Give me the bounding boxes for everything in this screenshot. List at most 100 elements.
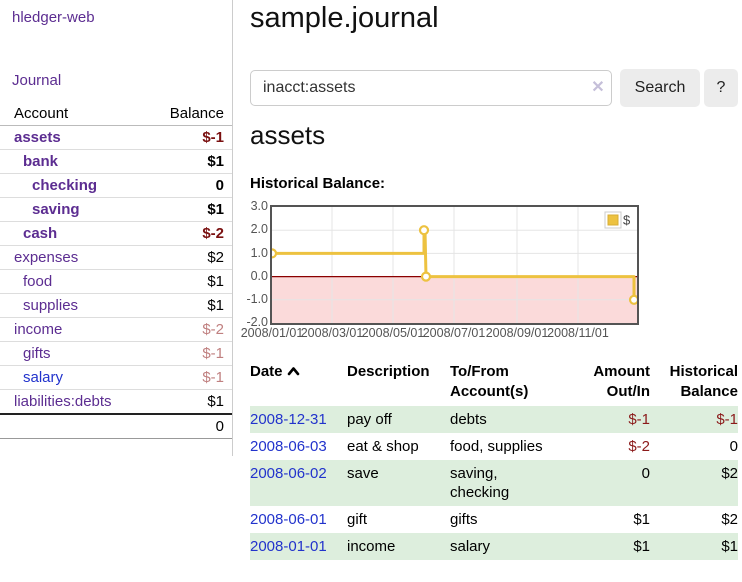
- account-balance: $1: [148, 149, 232, 174]
- account-row: assets $-1: [0, 125, 232, 150]
- y-tick-label: 2.0: [250, 222, 268, 236]
- transaction-accounts: debts: [450, 406, 568, 433]
- date-header-label: Date: [250, 363, 283, 380]
- transaction-amount: $-1: [568, 406, 650, 433]
- x-tick-label: 2008/03/01: [300, 326, 364, 340]
- search-button[interactable]: Search: [620, 69, 700, 107]
- transaction-row: 2008-06-01 gift gifts $1 $2: [250, 506, 738, 533]
- transaction-row: 2008-01-01 income salary $1 $1: [250, 533, 738, 560]
- x-tick-label: 2008/01/01: [240, 326, 304, 340]
- transaction-accounts: salary: [450, 533, 568, 560]
- account-heading: assets: [250, 120, 326, 150]
- y-tick-label: 0.0: [250, 269, 268, 283]
- transaction-amount: $1: [633, 511, 650, 528]
- transaction-amount: $-2: [628, 438, 650, 455]
- register-table: Date Description To/From Account(s) Amou…: [250, 362, 738, 560]
- account-balance: $1: [148, 197, 232, 222]
- account-balance: $-1: [148, 341, 232, 366]
- account-link-expenses[interactable]: expenses: [14, 249, 79, 266]
- account-link-cash[interactable]: cash: [23, 225, 58, 242]
- transaction-accounts: gifts: [450, 511, 478, 528]
- transaction-date-link[interactable]: 2008-12-31: [250, 411, 327, 428]
- account-row: supplies $1: [0, 293, 232, 318]
- transaction-amount: 0: [568, 460, 650, 506]
- account-row: expenses $2: [0, 245, 232, 270]
- clear-search-icon[interactable]: ✕: [591, 79, 605, 96]
- transaction-accounts: food, supplies: [450, 438, 543, 455]
- account-balance: $1: [148, 269, 232, 294]
- account-row: food $1: [0, 269, 232, 294]
- transaction-description: eat & shop: [347, 438, 419, 455]
- account-row: cash $-2: [0, 221, 232, 246]
- sidebar-item-journal[interactable]: Journal: [12, 72, 62, 89]
- historical-balance-chart: $: [266, 205, 640, 325]
- x-tick-label: 2008/07/01: [422, 326, 486, 340]
- transaction-balance: $2: [721, 511, 738, 528]
- sidebar: hledger-web Journal Account Balance asse…: [0, 0, 233, 456]
- y-tick-label: -1.0: [246, 292, 268, 306]
- account-link-supplies[interactable]: supplies: [23, 297, 79, 314]
- account-link-checking[interactable]: checking: [32, 177, 98, 194]
- register-header-balance: Historical Balance: [669, 363, 738, 400]
- legend-swatch: [607, 214, 619, 226]
- account-balance: $1: [148, 293, 232, 318]
- transaction-balance: $2: [650, 460, 738, 506]
- account-balance: $-2: [148, 221, 232, 246]
- transaction-date-link[interactable]: 2008-06-01: [250, 511, 327, 528]
- register-header-description: Description: [347, 363, 430, 380]
- account-row: liabilities:debts $1: [0, 389, 232, 415]
- account-link-liabilities-debts[interactable]: liabilities:debts: [14, 393, 112, 410]
- transaction-description: income: [347, 533, 450, 560]
- accounts-header-balance: Balance: [148, 102, 232, 126]
- transaction-row: 2008-12-31 pay off debts $-1 $-1: [250, 406, 738, 433]
- app-title-link[interactable]: hledger-web: [12, 9, 95, 26]
- x-tick-label: 2008/05/01: [361, 326, 425, 340]
- account-link-salary[interactable]: salary: [23, 369, 64, 386]
- x-tick-label: 2008/11/01: [547, 326, 609, 340]
- accounts-balance-table: Account Balance assets $-1 bank $1 check…: [0, 102, 232, 439]
- transaction-date-link[interactable]: 2008-06-02: [250, 465, 327, 482]
- account-balance: $2: [148, 245, 232, 270]
- page-title: sample.journal: [250, 2, 439, 34]
- account-link-food[interactable]: food: [23, 273, 53, 290]
- register-header-accounts: To/From Account(s): [450, 363, 529, 400]
- account-link-gifts[interactable]: gifts: [23, 345, 51, 362]
- transaction-balance: 0: [729, 438, 738, 455]
- chart-canvas: $: [266, 207, 640, 323]
- transaction-description: save: [347, 460, 450, 506]
- transaction-row: 2008-06-03 eat & shop food, supplies $-2…: [250, 433, 738, 460]
- account-balance: $-1: [148, 125, 232, 150]
- account-balance: 0: [148, 173, 232, 198]
- account-link-saving[interactable]: saving: [32, 201, 80, 218]
- account-row: income $-2: [0, 317, 232, 342]
- account-link-income[interactable]: income: [14, 321, 63, 338]
- register-header-amount: Amount Out/In: [593, 363, 650, 400]
- account-link-assets[interactable]: assets: [14, 129, 61, 146]
- account-row: salary $-1: [0, 365, 232, 390]
- account-row: saving $1: [0, 197, 232, 222]
- chart-legend: $: [604, 211, 631, 229]
- register-header-date[interactable]: Date: [250, 362, 347, 406]
- transaction-date-link[interactable]: 2008-06-03: [250, 438, 327, 455]
- accounts-header-row: Account Balance: [0, 102, 232, 126]
- transaction-description: pay off: [347, 406, 450, 433]
- help-button[interactable]: ?: [704, 69, 738, 107]
- accounts-total-row: 0: [0, 413, 232, 439]
- account-row: bank $1: [0, 149, 232, 174]
- x-tick-label: 2008/09/01: [485, 326, 549, 340]
- legend-label: $: [623, 213, 631, 228]
- account-balance: $-1: [148, 365, 232, 390]
- search-input[interactable]: [250, 70, 612, 106]
- account-balance: $-2: [148, 317, 232, 342]
- transaction-balance: $-1: [650, 406, 738, 433]
- account-balance: $1: [148, 389, 232, 415]
- accounts-total-value: 0: [148, 413, 232, 439]
- accounts-header-account: Account: [0, 102, 149, 126]
- transaction-accounts: saving, checking: [450, 460, 568, 506]
- register-header-row: Date Description To/From Account(s) Amou…: [250, 362, 738, 406]
- account-link-bank[interactable]: bank: [23, 153, 59, 170]
- transaction-description: gift: [347, 511, 368, 528]
- chart-title: Historical Balance:: [250, 175, 386, 192]
- y-tick-label: 1.0: [250, 246, 268, 260]
- transaction-date-link[interactable]: 2008-01-01: [250, 538, 327, 555]
